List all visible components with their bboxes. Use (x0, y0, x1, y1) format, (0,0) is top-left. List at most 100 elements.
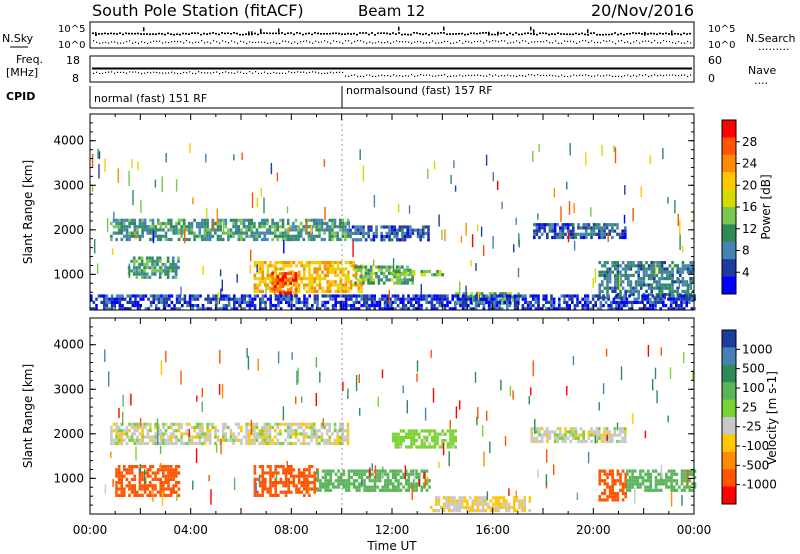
power-echo-cell (676, 270, 679, 274)
power-echo-cell (685, 294, 688, 298)
velocity-echo-streak (371, 463, 373, 472)
power-echo-cell (401, 281, 404, 285)
power-echo-cell (316, 283, 319, 287)
power-echo-cell (378, 307, 382, 311)
velocity-echo-cell (363, 485, 366, 489)
velocity-echo-cell (410, 432, 413, 436)
power-echo-cell (490, 304, 493, 308)
nave-point (516, 75, 518, 78)
velocity-echo-cell (538, 427, 541, 431)
velocity-echo-cell (646, 472, 650, 476)
power-echo-cell (247, 234, 251, 238)
power-echo-cell (685, 300, 688, 304)
velocity-echo-cell (670, 482, 673, 486)
station-title: South Pole Station (fitACF) (92, 1, 304, 20)
power-echo-cell (248, 300, 252, 304)
power-echo-cell (240, 221, 243, 226)
velocity-echo-cell (598, 479, 601, 483)
velocity-echo-cell (346, 438, 350, 442)
velocity-echo-cell (130, 422, 134, 426)
power-echo-cell (680, 300, 683, 304)
power-echo-cell (177, 218, 181, 222)
power-echo-cell (383, 238, 386, 242)
power-echo-cell (666, 286, 669, 290)
cpid-segment-1: normal (fast) 151 RF (94, 92, 207, 105)
velocity-echo-cell (237, 425, 241, 430)
frequency-point (221, 67, 224, 70)
power-echo-cell (299, 231, 303, 235)
power-echo-cell (454, 307, 457, 311)
power-echo-cell (292, 278, 295, 282)
nave-point (624, 75, 626, 77)
power-echo-cell (261, 297, 265, 301)
power-echo-cell (323, 228, 326, 232)
power-echo-cell (342, 294, 345, 298)
nave-point (567, 75, 569, 78)
velocity-echo-cell (273, 435, 277, 439)
power-echo-cell (645, 261, 648, 265)
power-echo-cell (524, 297, 527, 301)
velocity-echo-cell (657, 482, 660, 486)
nave-point (318, 72, 320, 74)
power-echo-cell (615, 304, 618, 308)
power-echo-cell (375, 235, 378, 239)
velocity-echo-streak (296, 370, 298, 385)
power-echo-cell (553, 223, 557, 227)
frequency-point (92, 67, 95, 70)
power-echo-cell (316, 294, 319, 298)
power-echo-cell (342, 267, 345, 271)
noise-sky-point (287, 32, 289, 35)
velocity-echo-cell (347, 479, 351, 483)
velocity-echo-cell (290, 481, 293, 485)
nave-point (681, 74, 683, 76)
velocity-echo-cell (149, 468, 152, 472)
power-echo-streak (233, 154, 235, 161)
power-echo-cell (392, 273, 395, 277)
noise-tick-right-low: 10^0 (708, 40, 735, 51)
power-echo-cell (686, 267, 690, 271)
power-echo-cell (560, 294, 564, 298)
power-echo-cell (406, 228, 409, 232)
power-echo-cell (346, 228, 350, 232)
power-echo-cell (281, 284, 285, 289)
power-echo-cell (397, 269, 400, 274)
velocity-echo-cell (287, 468, 290, 472)
noise-sky-point (293, 33, 295, 36)
power-echo-cell (669, 300, 673, 304)
power-echo-cell (415, 307, 418, 311)
power-echo-cell (326, 283, 329, 287)
power-echo-cell (326, 261, 329, 265)
noise-sky-point (530, 32, 532, 35)
power-echo-cell (145, 266, 149, 270)
velocity-echo-cell (345, 479, 348, 483)
power-echo-cell (614, 289, 617, 293)
power-echo-cell (688, 297, 691, 301)
frequency-point (125, 67, 128, 70)
velocity-echo-cell (685, 485, 689, 489)
velocity-echo-cell (299, 422, 303, 426)
velocity-echo-cell (294, 432, 298, 436)
power-echo-cell (188, 231, 191, 235)
power-echo-cell (624, 273, 627, 277)
power-echo-cell (627, 280, 630, 284)
frequency-point (323, 67, 326, 70)
velocity-echo-cell (559, 436, 562, 440)
velocity-echo-cell (540, 439, 544, 444)
power-echo-cell (611, 286, 614, 290)
velocity-echo-streak (620, 366, 623, 381)
power-echo-cell (177, 231, 181, 235)
noise-search-point (111, 41, 113, 43)
power-echo-cell (312, 218, 316, 222)
power-echo-cell (203, 225, 207, 229)
velocity-echo-cell (294, 435, 298, 439)
power-echo-cell (619, 264, 622, 268)
power-echo-cell (487, 304, 491, 308)
power-echo-cell (294, 237, 298, 242)
noise-sky-point (578, 33, 580, 36)
power-echo-cell (115, 221, 118, 226)
power-echo-cell (214, 228, 217, 232)
power-echo-cell (470, 292, 474, 296)
velocity-echo-cell (274, 468, 277, 472)
noise-sky-point (122, 33, 124, 36)
power-echo-cell (663, 286, 666, 290)
